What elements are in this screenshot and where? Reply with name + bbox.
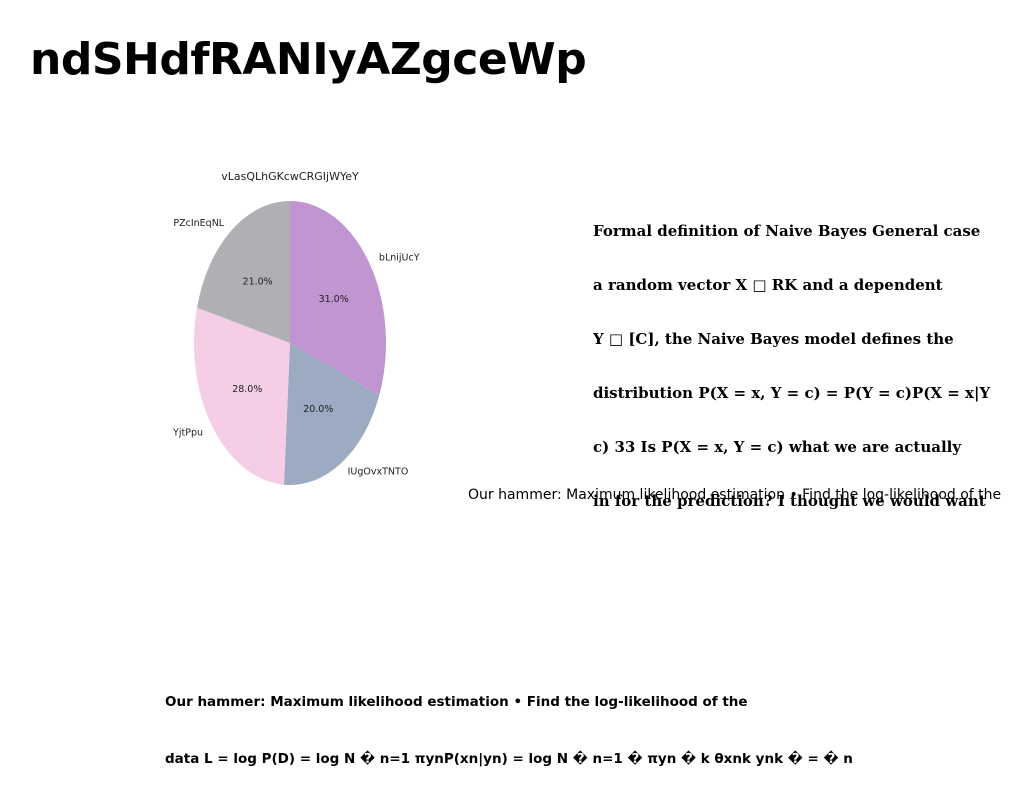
mle-formula-text: Our hammer: Maximum likelihood estimatio… [165,655,1020,788]
slice-percent-label: 20.0% [303,404,333,415]
slice-category-label: bLnijUcY [379,253,420,264]
pie-chart: vLasQLhGKcwCRGIjWYeY 31.0% bLnijUcY 20.0% I… [160,160,420,495]
slice-percent-label: 28.0% [232,384,262,395]
slice-category-label: YjtPpu [172,427,203,438]
pie-slice [290,201,386,396]
text-line: distribution P(X = x, Y = c) = P(Y = c)P… [593,384,991,402]
pie-labels: 31.0% bLnijUcY 20.0% IUgOvxTNTO 28.0% YjtPpu 2… [172,218,420,477]
slice-category-label: IUgOvxTNTO [348,466,409,477]
text-line: a random vector X □ RK and a dependent [593,276,943,294]
text-line: data L = log P(D) = log N � n=1 πynP(xn|… [165,751,853,767]
slice-percent-label: 31.0% [319,294,349,305]
slice-category-label: PZcInEqNL [173,218,224,229]
text-line: Our hammer: Maximum likelihood estimatio… [165,694,748,710]
mle-caption-text: Our hammer: Maximum likelihood estimatio… [468,487,1002,503]
text-line: in for the prediction? I thought we woul… [593,492,986,510]
naive-bayes-definition-text: Formal definition of Naive Bayes General… [593,186,1024,528]
text-line: c) 33 Is P(X = x, Y = c) what we are act… [593,438,962,456]
pie-slice [197,201,290,343]
pie-slice [283,343,380,485]
page-title: ndSHdfRANIyAZgceWp [30,34,587,85]
text-line: Formal definition of Naive Bayes General… [593,222,981,240]
text-line: Y □ [C], the Naive Bayes model defines t… [593,330,954,348]
pie-chart-svg: vLasQLhGKcwCRGIjWYeY 31.0% bLnijUcY 20.0% I… [172,170,420,485]
chart-title: vLasQLhGKcwCRGIjWYeY [221,170,359,183]
slice-percent-label: 21.0% [243,276,273,287]
pie-slice [194,307,290,485]
pie-slices [194,201,386,485]
